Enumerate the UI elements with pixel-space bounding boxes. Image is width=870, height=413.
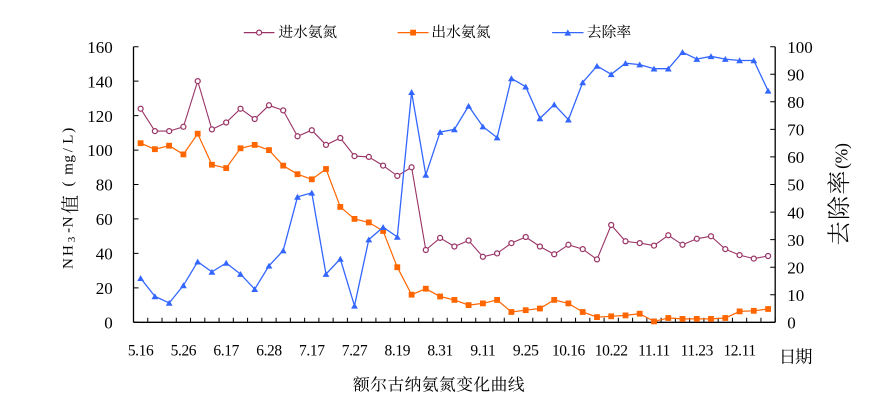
svg-text:120: 120 xyxy=(87,107,113,126)
svg-text:6.28: 6.28 xyxy=(256,343,282,360)
svg-text:80: 80 xyxy=(96,176,113,195)
svg-text:(: ( xyxy=(61,182,77,187)
svg-text:80: 80 xyxy=(787,93,804,112)
svg-text:g: g xyxy=(61,155,77,163)
svg-text:/: / xyxy=(61,147,77,152)
svg-text:): ) xyxy=(61,128,77,133)
svg-text:-: - xyxy=(61,228,77,233)
svg-text:5.16: 5.16 xyxy=(128,343,154,360)
svg-text:m: m xyxy=(61,163,77,175)
svg-text:0: 0 xyxy=(104,314,113,333)
svg-text:5.26: 5.26 xyxy=(171,343,197,360)
svg-text:60: 60 xyxy=(96,210,113,229)
svg-text:60: 60 xyxy=(787,148,804,167)
svg-text:6.17: 6.17 xyxy=(213,343,239,360)
svg-text:90: 90 xyxy=(787,66,804,85)
svg-text:N: N xyxy=(61,258,77,269)
svg-text:(: ( xyxy=(832,163,852,169)
svg-text:0: 0 xyxy=(787,314,796,333)
svg-text:40: 40 xyxy=(787,203,804,222)
svg-text:%: % xyxy=(832,149,852,164)
svg-text:10.22: 10.22 xyxy=(595,343,628,360)
svg-text:): ) xyxy=(832,143,852,149)
svg-text:70: 70 xyxy=(787,121,804,140)
svg-text:11.11: 11.11 xyxy=(638,343,670,360)
svg-text:100: 100 xyxy=(787,38,813,57)
svg-text:8.19: 8.19 xyxy=(385,343,411,360)
svg-text:12.11: 12.11 xyxy=(723,343,755,360)
svg-text:100: 100 xyxy=(87,141,113,160)
svg-text:140: 140 xyxy=(87,72,113,91)
svg-text:7.27: 7.27 xyxy=(342,343,368,360)
svg-text:40: 40 xyxy=(96,245,113,264)
svg-text:160: 160 xyxy=(87,38,113,57)
svg-text:8.31: 8.31 xyxy=(427,343,453,360)
svg-text:10.16: 10.16 xyxy=(552,343,586,360)
svg-text:20: 20 xyxy=(96,279,113,298)
svg-text:11.23: 11.23 xyxy=(681,343,714,360)
svg-text:3: 3 xyxy=(66,236,78,242)
svg-text:L: L xyxy=(61,135,77,144)
svg-text:7.17: 7.17 xyxy=(299,343,325,360)
svg-text:N: N xyxy=(61,216,77,227)
svg-text:9.11: 9.11 xyxy=(470,343,495,360)
svg-text:20: 20 xyxy=(787,258,804,277)
svg-text:9.25: 9.25 xyxy=(513,343,539,360)
svg-text:10: 10 xyxy=(787,286,804,305)
svg-text:50: 50 xyxy=(787,176,804,195)
svg-text:30: 30 xyxy=(787,231,804,250)
svg-text:H: H xyxy=(61,245,77,256)
